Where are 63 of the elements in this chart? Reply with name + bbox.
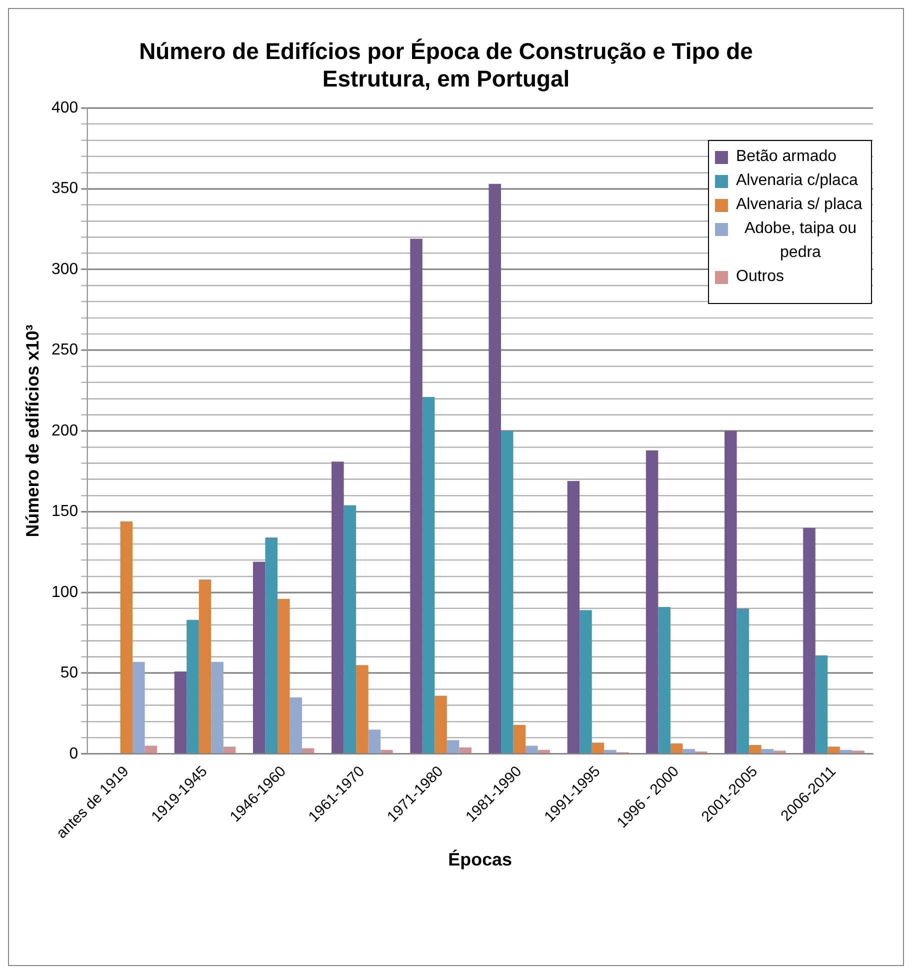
bar <box>682 749 695 754</box>
bar <box>368 730 381 754</box>
bar <box>749 745 762 754</box>
legend-label: Alvenaria s/ placa <box>736 195 862 215</box>
chart-title: Número de Edifícios por Época de Construção e Tipo de Estrutura, em Portugal <box>139 38 753 92</box>
bar <box>174 672 187 754</box>
bar <box>252 562 266 754</box>
bar <box>446 740 460 754</box>
bar <box>774 750 786 754</box>
legend-label: Outros <box>736 267 784 287</box>
bar <box>840 750 852 754</box>
y-tick-label: 300 <box>52 260 78 278</box>
bar <box>761 749 774 754</box>
bar <box>144 746 158 754</box>
bar <box>198 579 212 754</box>
bar <box>120 521 133 754</box>
bar <box>356 665 368 754</box>
bar <box>736 608 750 754</box>
bar <box>277 598 290 754</box>
y-tick-label: 250 <box>52 342 78 359</box>
bar <box>646 450 658 754</box>
y-tick-label: 100 <box>52 584 78 601</box>
bar <box>265 538 278 754</box>
bar <box>211 662 224 754</box>
bar <box>513 724 526 754</box>
bar <box>592 742 604 754</box>
bar <box>132 662 145 754</box>
bar <box>459 747 472 754</box>
bar <box>670 743 683 754</box>
bar <box>852 750 864 754</box>
y-tick-label: 0 <box>69 745 78 762</box>
bar <box>604 750 616 754</box>
bar <box>538 750 550 754</box>
bar <box>302 748 314 754</box>
bar <box>803 528 816 754</box>
bar <box>828 746 840 754</box>
y-tick-label: 400 <box>52 99 78 116</box>
y-tick-label: 200 <box>52 422 78 440</box>
bar <box>186 620 199 754</box>
bar <box>526 746 538 754</box>
bar <box>422 397 435 754</box>
y-tick-label: 50 <box>60 664 78 682</box>
legend-label: Betão armado <box>736 147 837 167</box>
legend-label: Alvenaria c/placa <box>736 171 858 191</box>
bar <box>724 430 737 754</box>
bar <box>567 480 580 754</box>
bar <box>332 462 344 754</box>
y-tick-label: 150 <box>52 503 78 520</box>
bar <box>815 655 828 754</box>
legend-label: Adobe, taipa ou pedra <box>743 219 858 263</box>
bar <box>434 696 447 754</box>
bar <box>223 746 236 754</box>
bar <box>290 697 302 754</box>
bar <box>580 610 592 754</box>
bar <box>344 505 356 754</box>
bar <box>410 238 422 754</box>
y-tick-label: 350 <box>52 180 78 198</box>
x-axis-title: Épocas <box>448 849 512 870</box>
bar <box>658 606 670 754</box>
bar <box>501 430 514 754</box>
bar <box>488 184 501 754</box>
y-axis-title: Número de edifícios x10³ <box>22 324 43 538</box>
bar <box>380 750 393 754</box>
